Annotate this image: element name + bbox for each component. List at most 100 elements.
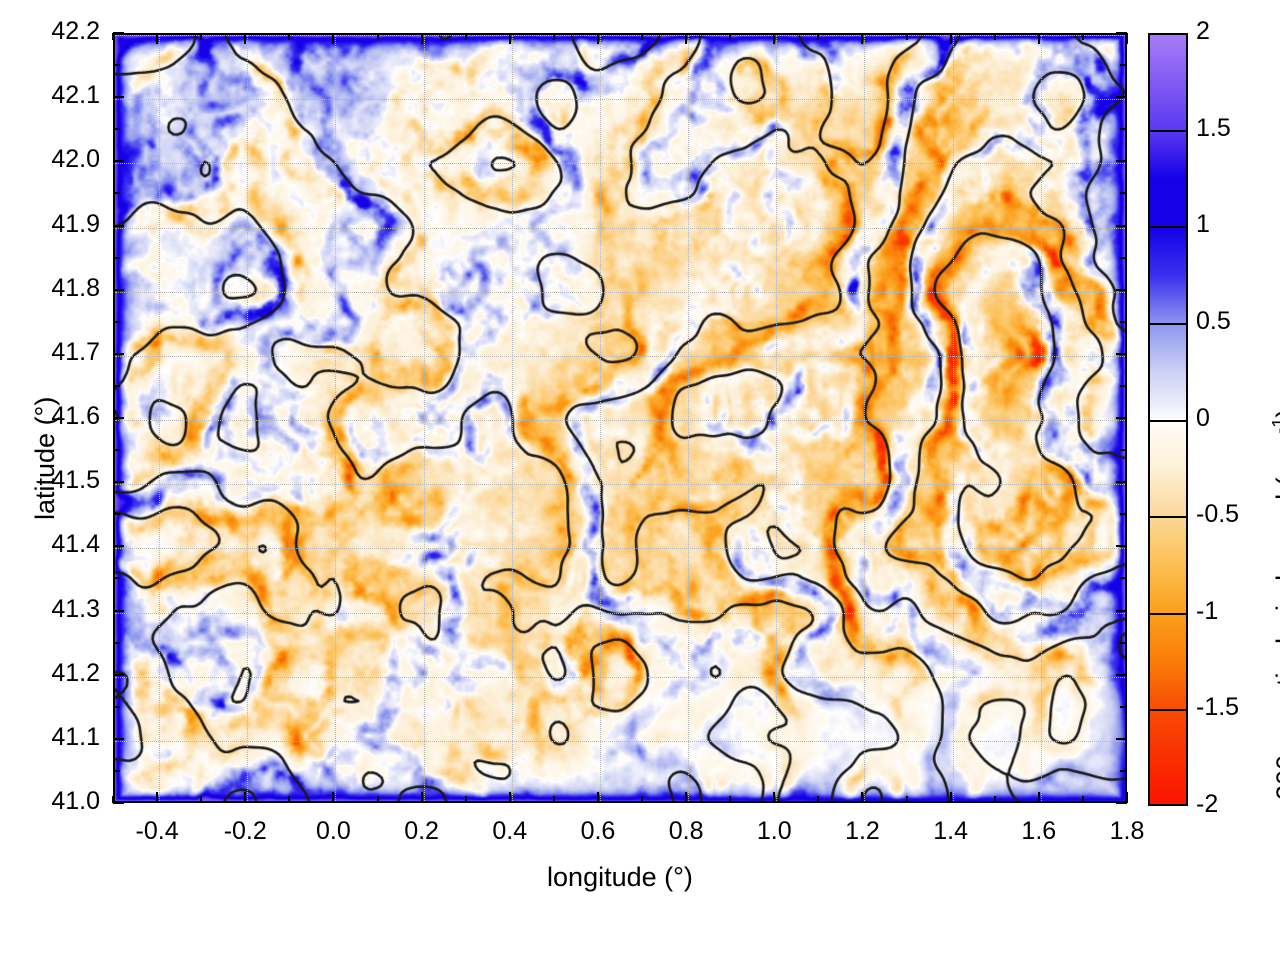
y-minor-tick xyxy=(113,64,120,67)
colorbar-tick-label: -1 xyxy=(1196,596,1219,625)
x-tick-label: -0.2 xyxy=(223,817,267,845)
x-major-tick-top xyxy=(508,33,511,44)
y-major-tick xyxy=(113,32,124,34)
grid-line-horizontal xyxy=(115,548,1125,550)
x-major-tick xyxy=(596,792,599,803)
x-tick-label: 0.4 xyxy=(492,817,528,845)
x-tick-label: 0.8 xyxy=(668,817,704,845)
x-tick-label: 0.0 xyxy=(316,817,351,845)
vertical-wind-speed-heatmap xyxy=(115,35,1125,801)
x-major-tick-top xyxy=(949,33,952,44)
y-major-tick xyxy=(113,96,124,99)
x-major-tick xyxy=(156,792,159,803)
grid-line-horizontal xyxy=(115,484,1125,486)
x-minor-tick xyxy=(200,796,203,803)
colorbar-segment-divider xyxy=(1148,226,1188,229)
x-major-tick-top xyxy=(685,33,688,44)
y-minor-tick-right xyxy=(1120,769,1127,772)
colorbar-title-text: 200m-vertical wind speed (m s xyxy=(1271,434,1280,800)
x-minor-tick-top xyxy=(464,33,467,40)
y-tick-label: 42.1 xyxy=(51,81,100,110)
grid-line-horizontal xyxy=(115,740,1125,742)
y-major-tick-right xyxy=(1116,32,1127,34)
x-major-tick xyxy=(1126,792,1128,803)
x-minor-tick-top xyxy=(200,33,203,40)
grid-line-vertical xyxy=(688,35,690,801)
x-minor-tick xyxy=(464,796,467,803)
colorbar-tick-label: 1.5 xyxy=(1196,113,1231,142)
y-tick-label: 42.0 xyxy=(51,145,100,174)
y-minor-tick xyxy=(113,384,120,387)
x-minor-tick xyxy=(552,796,555,803)
y-major-tick-right xyxy=(1116,160,1127,163)
y-major-tick xyxy=(113,737,124,740)
y-tick-label: 41.5 xyxy=(51,466,100,495)
y-minor-tick-right xyxy=(1120,577,1127,580)
x-major-tick-top xyxy=(420,33,423,44)
y-tick-label: 41.9 xyxy=(51,209,100,238)
colorbar-title-suffix: ) xyxy=(1271,409,1280,418)
x-tick-label: 1.4 xyxy=(933,817,969,845)
x-major-tick-top xyxy=(156,33,159,44)
x-minor-tick-top xyxy=(112,33,114,40)
y-major-tick-right xyxy=(1116,609,1127,612)
grid-line-horizontal xyxy=(115,612,1125,614)
colorbar-segment-divider xyxy=(1148,612,1188,615)
colorbar-segment-divider xyxy=(1148,322,1188,325)
x-major-tick-top xyxy=(1037,33,1040,44)
x-major-tick xyxy=(685,792,688,803)
y-minor-tick-right xyxy=(1120,449,1127,452)
y-tick-label: 41.2 xyxy=(51,658,100,687)
x-major-tick xyxy=(1037,792,1040,803)
y-major-tick-right xyxy=(1116,288,1127,291)
x-minor-tick xyxy=(288,796,291,803)
y-minor-tick xyxy=(113,577,120,580)
y-tick-label: 41.6 xyxy=(51,402,100,430)
x-major-tick-top xyxy=(332,33,335,44)
y-tick-label: 41.0 xyxy=(51,787,100,815)
y-minor-tick xyxy=(113,320,120,323)
y-minor-tick-right xyxy=(1120,128,1127,131)
y-major-tick-right xyxy=(1116,96,1127,99)
y-major-tick xyxy=(113,352,124,355)
x-tick-label: -0.4 xyxy=(135,817,179,845)
colorbar-segment-divider xyxy=(1148,419,1188,422)
y-major-tick-right xyxy=(1116,737,1127,740)
y-minor-tick-right xyxy=(1120,513,1127,516)
x-minor-tick xyxy=(817,796,820,803)
y-major-tick xyxy=(113,288,124,291)
y-major-tick xyxy=(113,417,124,419)
x-minor-tick-top xyxy=(905,33,908,40)
x-tick-label: 1.0 xyxy=(756,817,792,845)
grid-line-vertical xyxy=(776,35,778,801)
y-axis-title: latitude (°) xyxy=(30,396,60,520)
x-tick-label: 1.8 xyxy=(1109,817,1145,845)
grid-line-vertical xyxy=(864,35,866,801)
y-major-tick xyxy=(113,224,124,227)
x-axis-title: longitude (°) xyxy=(547,862,693,892)
y-major-tick xyxy=(113,609,124,612)
x-major-tick-top xyxy=(244,33,247,44)
x-minor-tick-top xyxy=(641,33,644,40)
y-tick-label: 41.1 xyxy=(51,722,100,751)
y-minor-tick-right xyxy=(1120,641,1127,644)
grid-line-vertical xyxy=(952,35,954,801)
x-major-tick xyxy=(861,792,864,803)
grid-line-horizontal xyxy=(115,35,1125,36)
colorbar-tick-label: -0.5 xyxy=(1196,500,1240,529)
grid-line-vertical xyxy=(599,35,601,801)
y-tick-label: 41.4 xyxy=(51,530,100,559)
grid-line-horizontal xyxy=(115,291,1125,293)
x-major-tick-top xyxy=(1126,33,1128,44)
y-major-tick-right xyxy=(1116,545,1127,548)
y-tick-label: 41.7 xyxy=(51,337,100,366)
colorbar-gradient-frame xyxy=(1148,33,1188,806)
grid-line-horizontal xyxy=(115,163,1125,165)
x-minor-tick-top xyxy=(552,33,555,40)
x-minor-tick xyxy=(376,796,379,803)
y-minor-tick-right xyxy=(1120,705,1127,708)
x-major-tick-top xyxy=(861,33,864,44)
colorbar-tick-label: -1.5 xyxy=(1196,693,1240,722)
y-major-tick-right xyxy=(1116,352,1127,355)
y-major-tick-right xyxy=(1116,417,1127,419)
